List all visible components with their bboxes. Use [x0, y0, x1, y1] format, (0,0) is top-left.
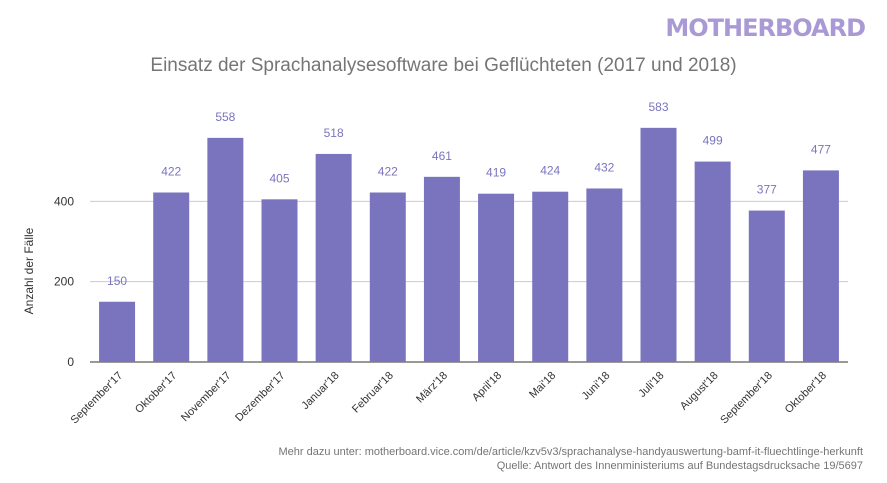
bar: [694, 161, 731, 362]
source-link-text: Mehr dazu unter: motherboard.vice.com/de…: [278, 446, 863, 458]
bar-value-label: 477: [811, 142, 831, 156]
y-axis-label: Anzahl der Fälle: [22, 227, 36, 314]
x-tick-label: November'17: [179, 370, 234, 425]
bar: [748, 210, 785, 362]
bar-value-label: 419: [486, 166, 506, 180]
y-tick-label: 200: [54, 275, 74, 289]
bar-value-label: 432: [594, 160, 614, 174]
bar-value-label: 422: [378, 164, 398, 178]
bar: [586, 188, 623, 362]
bar-value-label: 461: [432, 149, 452, 163]
bar-value-label: 583: [648, 100, 668, 114]
bar-value-label: 150: [107, 274, 127, 288]
x-tick-label: August'18: [678, 370, 721, 413]
bar: [478, 193, 515, 362]
x-tick-label: Januar'18: [299, 370, 341, 412]
bar: [802, 170, 839, 362]
x-tick-label: März'18: [414, 370, 450, 406]
bar-value-label: 405: [269, 171, 289, 185]
bar-value-label: 499: [703, 134, 723, 148]
bar: [315, 153, 352, 362]
motherboard-logo: MOTHERBOARD: [665, 14, 866, 42]
bar: [640, 127, 677, 362]
x-tick-label: Juli'18: [636, 370, 666, 400]
x-tick-label: April'18: [470, 370, 504, 404]
bar: [153, 192, 190, 362]
x-tick-label: September'18: [718, 370, 775, 427]
y-tick-label: 0: [67, 355, 74, 369]
chart-title: Einsatz der Sprachanalysesoftware bei Ge…: [150, 55, 737, 76]
bar: [532, 191, 569, 362]
x-tick-label: Dezember'17: [233, 370, 288, 425]
bar: [261, 199, 298, 362]
bar-value-label: 558: [215, 110, 235, 124]
bar-value-label: 424: [540, 164, 560, 178]
bar-value-label: 518: [324, 126, 344, 140]
x-tick-label: Oktober'18: [783, 370, 829, 416]
bar: [423, 176, 460, 362]
bar: [99, 301, 136, 362]
x-tick-label: Februar'18: [350, 370, 396, 416]
bar-value-label: 377: [757, 183, 777, 197]
bar: [207, 137, 244, 362]
x-tick-label: Juni'18: [580, 370, 613, 403]
x-tick-label: Oktober'17: [133, 370, 179, 416]
source-citation: Quelle: Antwort des Innenministeriums au…: [496, 460, 863, 472]
x-tick-label: September'17: [69, 370, 126, 427]
x-tick-label: Mai'18: [527, 370, 558, 401]
bar-value-label: 422: [161, 164, 181, 178]
y-tick-label: 400: [54, 194, 74, 208]
bar: [369, 192, 406, 362]
